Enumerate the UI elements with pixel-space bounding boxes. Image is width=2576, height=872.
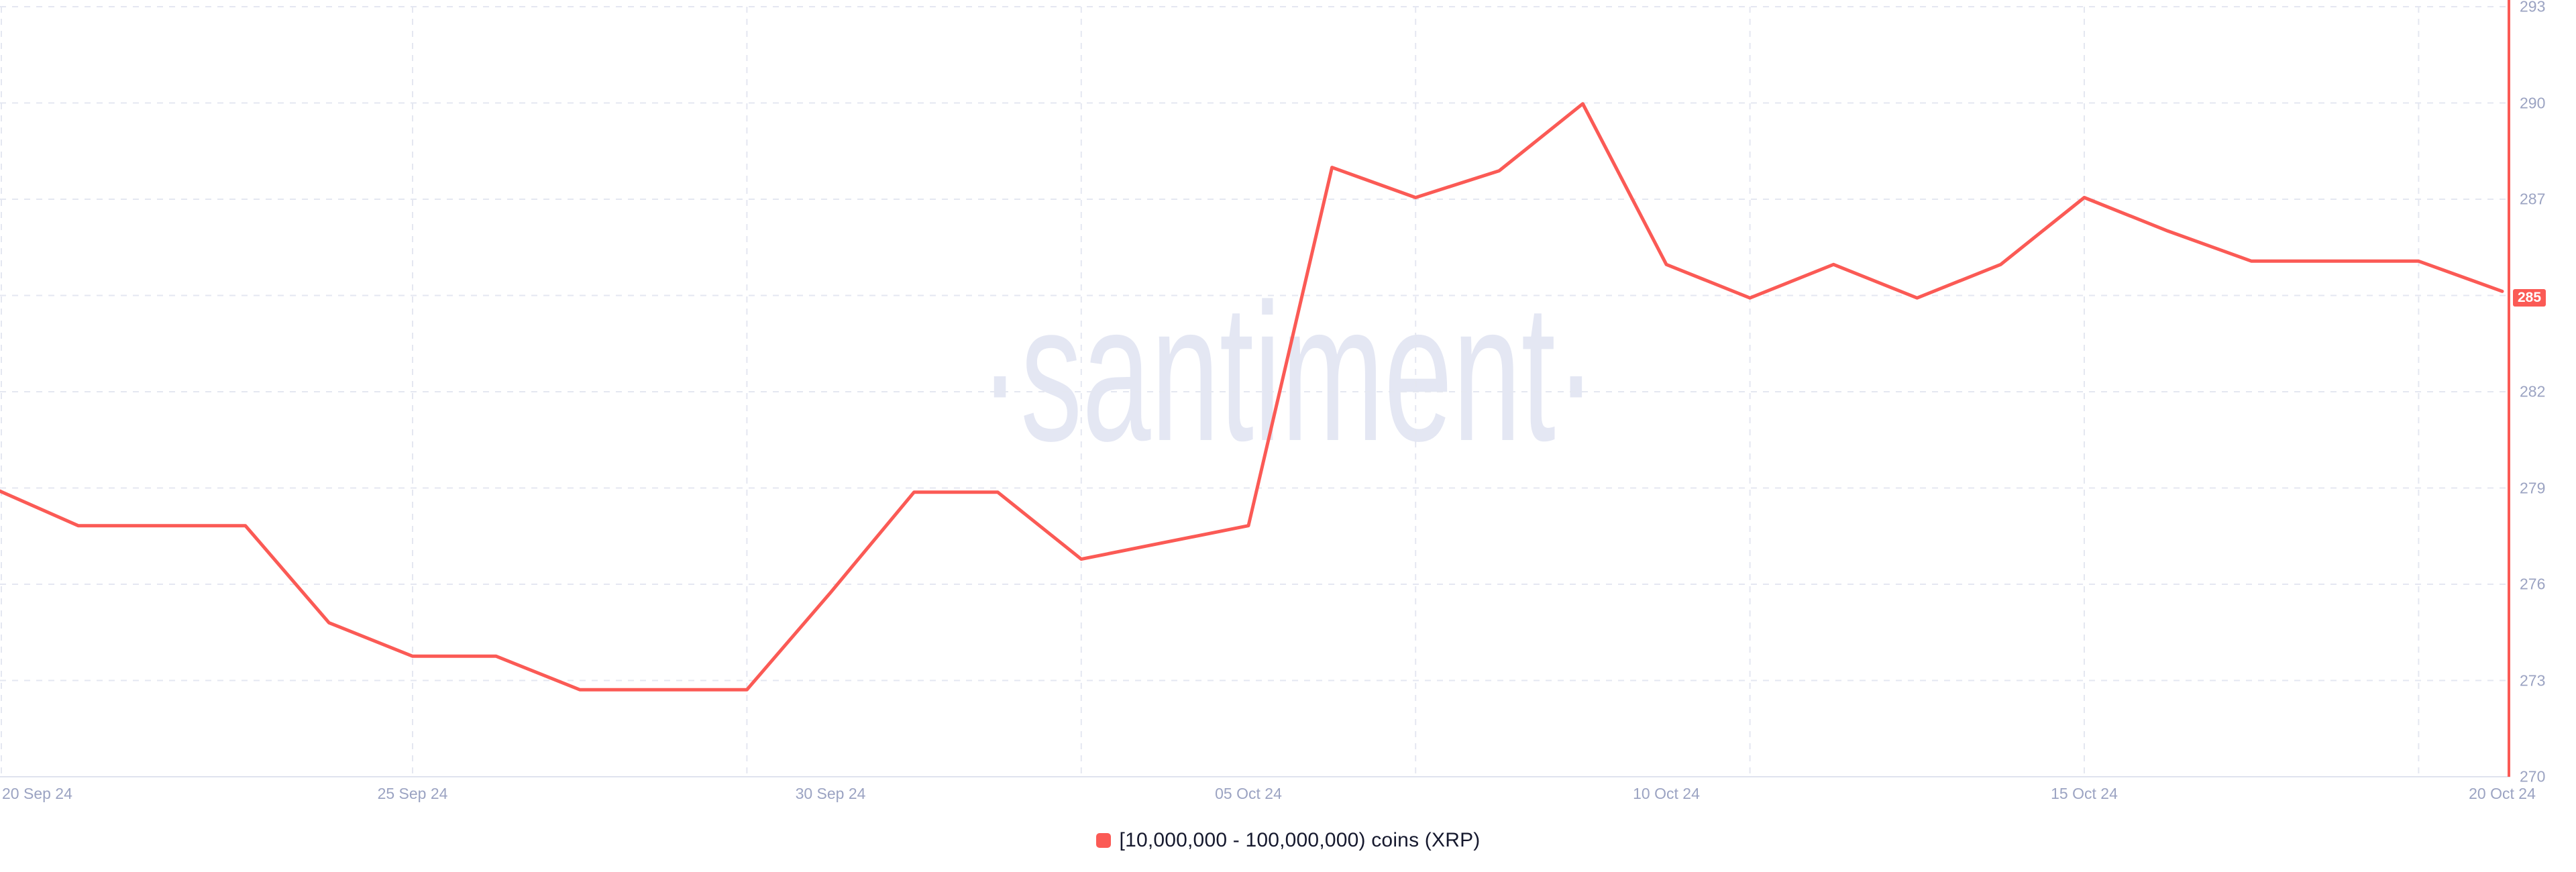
- y-axis-label: 276: [2520, 575, 2546, 593]
- x-axis-label: 15 Oct 24: [2051, 785, 2118, 802]
- y-axis-label: 282: [2520, 382, 2546, 400]
- series-line: [0, 102, 2504, 692]
- x-axis-label: 20 Sep 24: [2, 785, 72, 802]
- x-axis-label: 20 Oct 24: [2469, 785, 2536, 802]
- y-axis-label: 279: [2520, 479, 2546, 496]
- current-value-badge: 285: [2513, 289, 2546, 307]
- y-axis-label: 293: [2520, 0, 2546, 15]
- legend-swatch-icon: [1095, 833, 1111, 848]
- y-axis-label: 290: [2520, 94, 2546, 111]
- y-axis-label: 273: [2520, 671, 2546, 689]
- legend-item[interactable]: [10,000,000 - 100,000,000) coins (XRP): [1119, 829, 1481, 851]
- y-axis-label: 287: [2520, 190, 2546, 208]
- legend: [10,000,000 - 100,000,000) coins (XRP): [0, 829, 2576, 852]
- x-axis-label: 25 Sep 24: [377, 785, 448, 802]
- x-axis-label: 10 Oct 24: [1633, 785, 1700, 802]
- x-axis-label: 30 Sep 24: [795, 785, 866, 802]
- y-axis-label: 270: [2520, 767, 2546, 785]
- x-axis-label: 05 Oct 24: [1215, 785, 1282, 802]
